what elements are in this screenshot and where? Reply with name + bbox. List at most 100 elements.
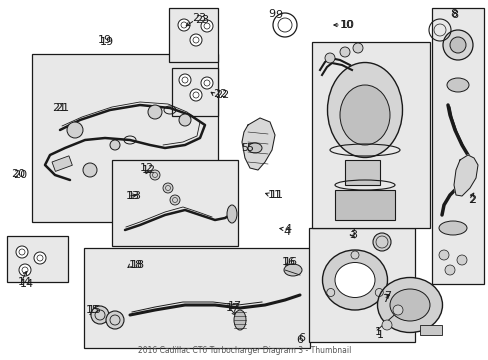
Text: 5: 5 (241, 143, 247, 153)
Ellipse shape (377, 278, 442, 333)
Text: 4: 4 (284, 224, 290, 234)
Circle shape (170, 195, 180, 205)
Text: 23: 23 (192, 13, 206, 23)
Bar (345, 160, 379, 185)
Circle shape (352, 43, 362, 53)
Circle shape (179, 114, 191, 126)
Circle shape (190, 34, 202, 46)
Bar (32, 54, 218, 222)
Circle shape (381, 320, 391, 330)
Text: 5: 5 (245, 143, 252, 153)
Text: 19: 19 (100, 37, 114, 47)
Text: 8: 8 (450, 10, 457, 20)
Text: 11: 11 (269, 190, 284, 200)
Text: 15: 15 (88, 305, 102, 315)
Ellipse shape (442, 30, 472, 60)
Circle shape (110, 140, 120, 150)
Text: 9: 9 (267, 9, 275, 19)
Circle shape (392, 305, 402, 315)
Text: 20: 20 (11, 169, 25, 179)
Circle shape (67, 122, 83, 138)
Text: 1: 1 (376, 330, 383, 340)
Ellipse shape (284, 264, 302, 276)
Bar (419, 325, 441, 335)
Ellipse shape (438, 221, 466, 235)
Circle shape (438, 250, 448, 260)
Text: 21: 21 (52, 103, 66, 113)
Text: 20: 20 (13, 170, 27, 180)
Ellipse shape (327, 63, 402, 158)
Text: 14: 14 (18, 277, 32, 287)
Text: 10: 10 (340, 20, 354, 30)
Circle shape (83, 163, 97, 177)
Text: 13: 13 (128, 191, 142, 201)
Text: 13: 13 (126, 191, 140, 201)
Text: 4: 4 (283, 227, 289, 237)
Bar (169, 8, 218, 62)
Circle shape (150, 170, 160, 180)
Circle shape (178, 19, 190, 31)
Bar (84, 248, 309, 348)
Ellipse shape (334, 262, 374, 297)
Text: 23: 23 (195, 15, 209, 25)
Bar (311, 42, 429, 228)
Polygon shape (242, 118, 274, 170)
Text: 14: 14 (20, 279, 34, 289)
Bar (7, 236, 68, 282)
Circle shape (34, 252, 46, 264)
Bar (308, 228, 414, 342)
Ellipse shape (339, 85, 389, 145)
Circle shape (325, 53, 334, 63)
Circle shape (106, 311, 124, 329)
Circle shape (190, 89, 202, 101)
Circle shape (16, 246, 28, 258)
Ellipse shape (322, 250, 386, 310)
Text: 16: 16 (282, 257, 295, 267)
Circle shape (148, 105, 162, 119)
Text: 12: 12 (140, 163, 154, 173)
Text: 11: 11 (267, 190, 282, 200)
Text: 17: 17 (227, 301, 242, 311)
Text: 7: 7 (381, 294, 388, 304)
Circle shape (201, 77, 213, 89)
Text: 17: 17 (225, 303, 240, 313)
Text: 7: 7 (383, 291, 390, 301)
Ellipse shape (372, 233, 390, 251)
Bar (52, 156, 72, 171)
Text: 19: 19 (98, 35, 112, 45)
Text: 16: 16 (284, 257, 297, 267)
Text: 22: 22 (215, 90, 229, 100)
Text: 3: 3 (349, 230, 356, 240)
Text: 6: 6 (295, 335, 303, 345)
Text: 2016 Cadillac CT6 Turbocharger Diagram 3 - Thumbnail: 2016 Cadillac CT6 Turbocharger Diagram 3… (138, 346, 350, 355)
Ellipse shape (247, 143, 262, 153)
Circle shape (91, 306, 109, 324)
Text: 1: 1 (374, 327, 381, 337)
Text: 3: 3 (347, 228, 354, 238)
Ellipse shape (389, 289, 429, 321)
Text: 6: 6 (297, 333, 305, 343)
Text: 15: 15 (86, 305, 100, 315)
Circle shape (163, 183, 173, 193)
Circle shape (179, 74, 191, 86)
Ellipse shape (234, 310, 245, 330)
Bar (172, 68, 218, 116)
Polygon shape (453, 155, 477, 196)
Circle shape (456, 255, 466, 265)
Text: 2: 2 (467, 195, 474, 205)
Bar (431, 8, 483, 284)
Text: 8: 8 (449, 9, 456, 19)
Circle shape (201, 20, 213, 32)
Text: 2: 2 (468, 195, 475, 205)
Circle shape (444, 265, 454, 275)
Text: 18: 18 (129, 260, 143, 270)
Text: 9: 9 (274, 10, 282, 20)
Text: 22: 22 (213, 89, 227, 99)
Text: 10: 10 (339, 20, 353, 30)
Bar (112, 160, 238, 246)
Circle shape (339, 47, 349, 57)
Ellipse shape (446, 78, 468, 92)
Ellipse shape (449, 37, 465, 53)
Ellipse shape (226, 205, 237, 223)
Text: 18: 18 (131, 260, 145, 270)
